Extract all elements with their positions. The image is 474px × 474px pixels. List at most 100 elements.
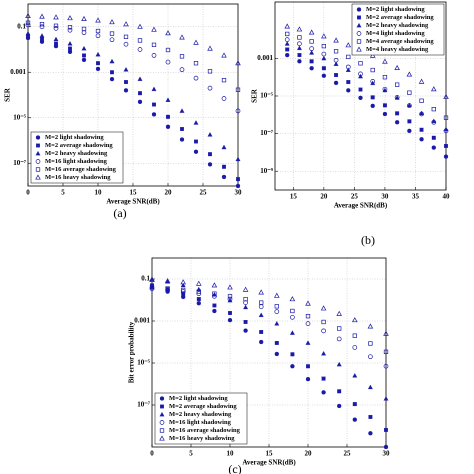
marker (419, 98, 424, 103)
marker (67, 27, 73, 33)
marker (96, 61, 100, 66)
marker (407, 119, 412, 124)
y-tick-label: 10⁻⁹ (260, 167, 273, 175)
marker (308, 29, 315, 35)
marker (333, 49, 339, 54)
marker (333, 61, 339, 66)
marker (196, 289, 201, 294)
marker (180, 127, 184, 131)
marker (284, 23, 291, 29)
marker (137, 38, 143, 43)
marker (356, 7, 362, 12)
marker (35, 167, 41, 172)
x-tick-label: 10 (227, 450, 235, 458)
marker (67, 25, 73, 30)
marker (40, 37, 44, 42)
marker (207, 132, 213, 137)
marker (285, 52, 290, 58)
marker (211, 282, 218, 288)
marker (207, 162, 213, 167)
x-tick-label: 20 (165, 189, 173, 197)
y-tick-label: 10⁻⁵ (13, 113, 26, 121)
marker (368, 341, 373, 346)
marker (285, 31, 290, 37)
marker (352, 345, 358, 350)
marker (25, 20, 31, 25)
marker (193, 120, 199, 125)
marker (356, 39, 362, 44)
marker (309, 39, 314, 44)
marker (297, 41, 302, 47)
y-tick-label: 0.1 (141, 275, 150, 283)
marker (337, 403, 342, 409)
legend-label: M=4 light shadowing (366, 30, 425, 37)
marker (165, 47, 171, 53)
marker (443, 154, 449, 159)
plot-frame (274, 1, 447, 191)
marker (305, 377, 311, 382)
x-tick-label: 15 (266, 450, 274, 458)
marker (309, 59, 314, 64)
y-axis-label: SER (251, 88, 259, 103)
marker (235, 87, 241, 92)
marker (212, 291, 217, 296)
marker (356, 22, 362, 28)
x-tick-label: 15 (290, 193, 298, 201)
marker (357, 15, 361, 20)
marker (179, 137, 185, 142)
marker (370, 79, 376, 84)
marker (289, 330, 295, 335)
y-axis-label: SER (4, 87, 12, 102)
marker (151, 42, 157, 48)
marker (81, 57, 87, 63)
marker (54, 41, 58, 46)
marker (221, 52, 227, 58)
x-tick-label: 20 (305, 450, 313, 458)
marker (207, 85, 213, 91)
marker (337, 389, 342, 394)
x-tick-label: 30 (381, 193, 389, 201)
marker (431, 145, 436, 150)
marker (179, 34, 185, 40)
y-tick-label: 0.001 (10, 68, 26, 76)
marker (336, 310, 342, 316)
marker (356, 31, 362, 36)
marker (36, 143, 40, 148)
marker (367, 384, 373, 390)
marker (345, 67, 351, 72)
marker (243, 304, 249, 310)
marker (444, 144, 448, 148)
x-tick-label: 0 (26, 189, 30, 197)
marker (321, 55, 327, 61)
marker (81, 30, 87, 36)
marker (227, 294, 233, 299)
legend-label: M=16 light shadowing (45, 158, 108, 165)
marker (212, 303, 217, 308)
marker (369, 52, 376, 58)
marker (95, 33, 101, 39)
marker (193, 149, 199, 154)
legend-box (154, 392, 248, 445)
marker (352, 402, 357, 407)
marker (81, 15, 87, 22)
marker (159, 396, 165, 401)
marker (305, 321, 311, 326)
marker (419, 110, 425, 116)
marker (407, 103, 412, 108)
marker (68, 46, 72, 51)
marker (383, 330, 389, 336)
x-axis-label: Average SNR(dB) (334, 202, 388, 210)
marker (165, 30, 171, 36)
marker (123, 41, 129, 47)
marker (274, 292, 280, 298)
marker (109, 76, 115, 82)
marker (305, 300, 311, 306)
y-tick-label: 10⁻⁵ (260, 92, 273, 100)
marker (370, 103, 375, 108)
plot-frame (27, 3, 239, 187)
marker (321, 33, 327, 39)
marker (208, 152, 212, 157)
marker (137, 23, 143, 29)
marker (221, 96, 227, 101)
marker (95, 28, 101, 34)
